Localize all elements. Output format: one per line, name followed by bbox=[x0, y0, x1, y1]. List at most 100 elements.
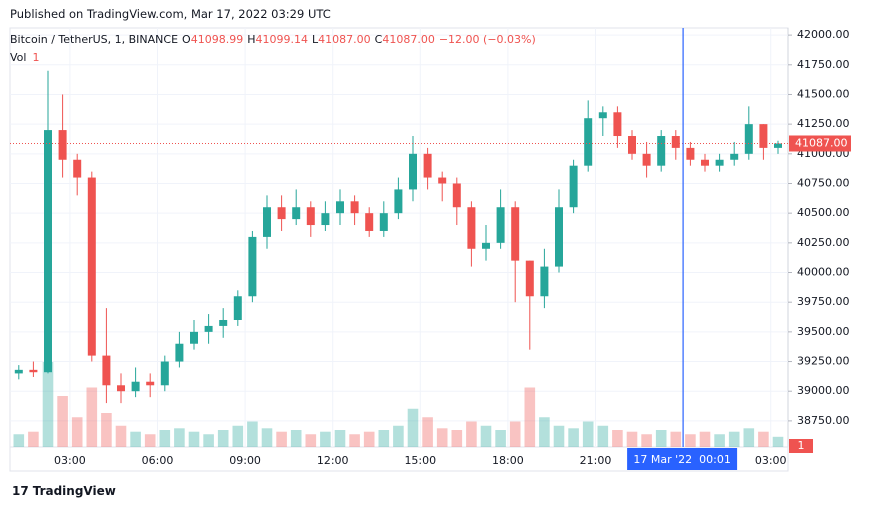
candle-body bbox=[409, 153, 417, 190]
x-tick-label: 03:00 bbox=[755, 454, 787, 467]
volume-bar bbox=[655, 430, 667, 447]
volume-bar bbox=[393, 425, 404, 447]
ohlc-value: 41087.00 bbox=[382, 33, 435, 46]
candle-body bbox=[613, 112, 622, 137]
vol-name: Vol bbox=[10, 51, 27, 64]
candle-body bbox=[321, 213, 330, 226]
price-label: 41087.00 bbox=[795, 136, 848, 149]
x-tick-label: 03:00 bbox=[54, 454, 86, 467]
candle-body bbox=[525, 260, 534, 297]
ohlc-item: C41087.00 bbox=[375, 33, 435, 46]
candle-body bbox=[642, 153, 651, 166]
candle-body bbox=[306, 207, 315, 226]
volume-bar bbox=[101, 413, 112, 447]
volume-bar bbox=[28, 431, 39, 447]
x-tick-label: 09:00 bbox=[229, 454, 261, 467]
volume-bar bbox=[524, 387, 536, 447]
candle-body bbox=[744, 124, 753, 154]
brand: 17 TradingView bbox=[12, 484, 116, 498]
volume-bar bbox=[174, 428, 185, 447]
ohlc-key: L bbox=[312, 33, 319, 46]
x-tick-label: 18:00 bbox=[492, 454, 524, 467]
volume-bar bbox=[320, 431, 331, 447]
volume-bar bbox=[130, 431, 141, 447]
volume-bar bbox=[13, 434, 25, 447]
candle-body bbox=[131, 381, 140, 392]
candle-body bbox=[350, 201, 359, 214]
candle-body bbox=[263, 207, 271, 237]
y-tick-label: 39750.00 bbox=[797, 295, 850, 308]
candle-body bbox=[686, 147, 695, 160]
volume-bar bbox=[480, 425, 492, 447]
candle-body bbox=[29, 369, 38, 373]
candle-body bbox=[117, 385, 125, 392]
y-tick-label: 39000.00 bbox=[797, 384, 850, 397]
candle-body bbox=[628, 136, 636, 154]
candle-body bbox=[277, 207, 286, 220]
candle-body bbox=[467, 207, 476, 249]
candle-body bbox=[248, 236, 257, 297]
y-tick-label: 40250.00 bbox=[797, 236, 850, 249]
volume-bar bbox=[305, 434, 317, 447]
candle-body bbox=[102, 355, 111, 386]
volume-bar bbox=[597, 425, 609, 447]
volume-bar bbox=[71, 417, 83, 447]
volume-bar bbox=[407, 408, 419, 447]
volume-bar bbox=[290, 430, 302, 447]
volume-bar bbox=[217, 430, 229, 447]
candle-body bbox=[175, 343, 184, 362]
x-tick-label: 21:00 bbox=[580, 454, 612, 467]
y-tick-label: 39500.00 bbox=[797, 325, 850, 338]
candle-body bbox=[233, 296, 242, 320]
volume-bar bbox=[188, 431, 200, 447]
candle-body bbox=[482, 242, 490, 249]
candle-body bbox=[14, 369, 23, 374]
published: Published on TradingView.com, Mar 17, 20… bbox=[10, 7, 331, 21]
candle-body bbox=[219, 319, 228, 326]
symbol: Bitcoin / TetherUS, 1, BINANCE bbox=[10, 33, 179, 46]
candle-body bbox=[715, 159, 724, 166]
volume-bar bbox=[349, 434, 360, 447]
y-tick-label: 41500.00 bbox=[797, 87, 850, 100]
candle-body bbox=[496, 207, 505, 243]
candle-body bbox=[511, 207, 520, 261]
candle-body bbox=[292, 207, 301, 220]
candle-body bbox=[774, 143, 782, 148]
candle-body bbox=[190, 331, 198, 344]
ohlc-key: O bbox=[182, 33, 191, 46]
volume-bar bbox=[758, 431, 769, 447]
candle-body bbox=[204, 325, 213, 332]
volume-bar bbox=[144, 434, 156, 447]
volume-bar bbox=[626, 431, 638, 447]
volume-bar bbox=[436, 428, 448, 447]
volume-bar bbox=[743, 428, 755, 447]
volume-bar bbox=[276, 431, 287, 447]
candle-body bbox=[146, 381, 155, 386]
ohlc-item: H41099.14 bbox=[247, 33, 308, 46]
y-tick-label: 41250.00 bbox=[797, 117, 850, 130]
volume-bar bbox=[509, 421, 521, 447]
volume-bar bbox=[451, 430, 463, 447]
price-label-box bbox=[789, 135, 851, 152]
y-tick-label: 40500.00 bbox=[797, 206, 850, 219]
crosshair-label: 17 Mar '22 00:01 bbox=[633, 453, 730, 466]
brand-name: TradingView bbox=[32, 484, 116, 498]
plot-frame bbox=[9, 27, 789, 448]
change: −12.00 (−0.03%) bbox=[438, 33, 536, 46]
volume-bar bbox=[203, 434, 214, 447]
time-axis-frame bbox=[9, 446, 789, 472]
candle-body bbox=[540, 266, 549, 297]
crosshair-label-box bbox=[627, 448, 738, 470]
candle-body bbox=[555, 207, 563, 267]
ohlc-key: H bbox=[247, 33, 256, 46]
volume-bar bbox=[115, 425, 127, 447]
ohlc-item: L41087.00 bbox=[312, 33, 371, 46]
candle-body bbox=[569, 165, 578, 208]
volume-bar bbox=[699, 431, 711, 447]
x-tick-label: 06:00 bbox=[142, 454, 174, 467]
volume-bar bbox=[247, 421, 258, 447]
candle-body bbox=[379, 213, 388, 231]
candle-body bbox=[584, 118, 593, 166]
candle-body bbox=[452, 183, 461, 208]
